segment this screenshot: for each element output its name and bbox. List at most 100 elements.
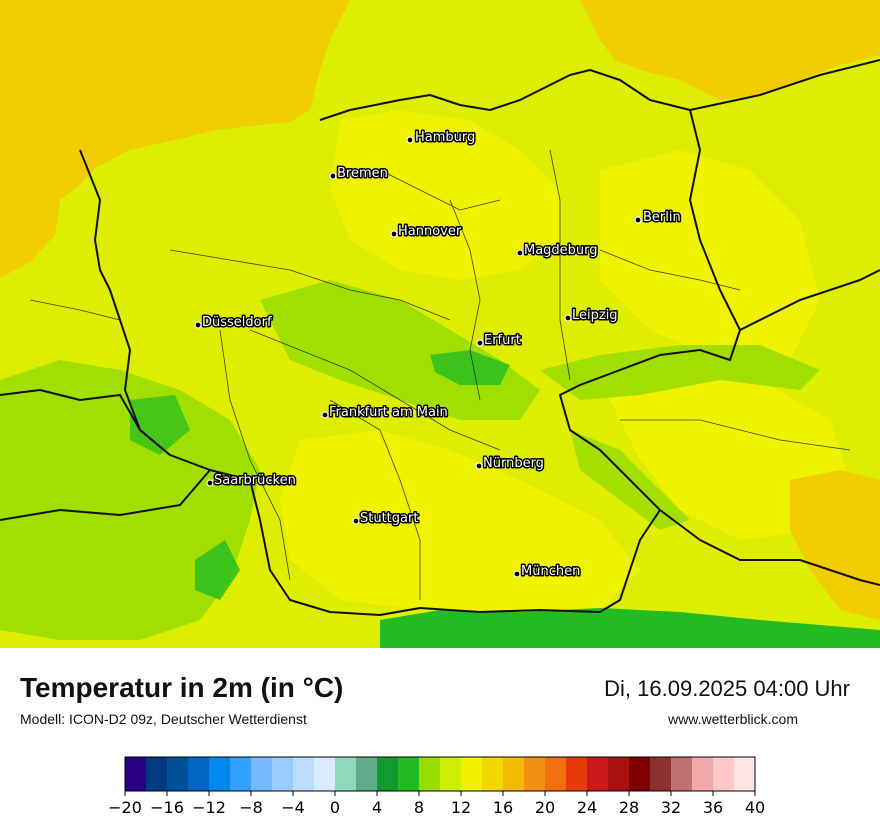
city-label: Frankfurt am Main xyxy=(329,405,448,420)
city-label: Berlin xyxy=(643,210,681,225)
city-erfurt[interactable]: Erfurt xyxy=(476,332,522,350)
city-dot xyxy=(352,517,360,525)
city-bremen[interactable]: Bremen xyxy=(329,165,389,183)
city-label: Magdeburg xyxy=(524,243,598,258)
country-borders xyxy=(0,59,880,616)
darkgreen-zone-harz xyxy=(430,350,510,385)
legend-tick-label: −20 xyxy=(108,798,142,817)
legend-swatch xyxy=(482,757,504,791)
legend-swatch xyxy=(524,757,546,791)
legend-swatch xyxy=(146,757,168,791)
city-dot xyxy=(564,314,572,322)
legend-tick-label: −12 xyxy=(192,798,226,817)
legend-tick-label: −16 xyxy=(150,798,184,817)
legend-swatch xyxy=(692,757,714,791)
legend-swatch xyxy=(293,757,315,791)
legend-tick-label: −8 xyxy=(239,798,263,817)
legend-swatch xyxy=(734,757,756,791)
legend-swatch xyxy=(545,757,567,791)
city-hannover[interactable]: Hannover xyxy=(390,223,463,241)
legend-swatch xyxy=(209,757,231,791)
legend-swatch xyxy=(167,757,189,791)
legend-swatch xyxy=(125,757,147,791)
city-dot xyxy=(329,172,337,180)
city-hamburg[interactable]: Hamburg xyxy=(406,129,477,147)
legend-swatch xyxy=(671,757,693,791)
legend-swatch xyxy=(188,757,210,791)
darkgreen-zone-black-forest xyxy=(195,540,240,600)
legend-tick-label: 40 xyxy=(745,798,765,817)
city-dot xyxy=(634,216,642,224)
legend-swatch xyxy=(314,757,336,791)
legend-svg: −20 −16 −12 −8 −4 0 4 8 12 16 20 24 28 32 36 40 xyxy=(108,756,765,817)
city-label: Leipzig xyxy=(572,308,618,323)
green-zone-erzgebirge xyxy=(540,345,820,400)
legend-swatch xyxy=(713,757,735,791)
city-markers: Hamburg Bremen Berlin Hannover Magdeburg… xyxy=(194,129,682,581)
darkgreen-zone-eifel xyxy=(130,395,190,455)
color-legend: −20 −16 −12 −8 −4 0 4 8 12 16 20 24 28 32 36 40 xyxy=(0,748,880,828)
city-label: München xyxy=(521,564,580,579)
legend-swatch xyxy=(377,757,399,791)
legend-swatch xyxy=(587,757,609,791)
city-muenchen[interactable]: München xyxy=(513,563,582,581)
forecast-datetime: Di, 16.09.2025 04:00 Uhr xyxy=(604,676,850,701)
legend-swatch xyxy=(629,757,651,791)
city-label: Nürnberg xyxy=(483,456,544,471)
map-svg: Hamburg Bremen Berlin Hannover Magdeburg… xyxy=(0,0,880,648)
city-frankfurt[interactable]: Frankfurt am Main xyxy=(321,404,449,422)
city-label: Hannover xyxy=(398,224,462,239)
city-dot xyxy=(206,479,214,487)
legend-swatch xyxy=(251,757,273,791)
legend-tick-label: 16 xyxy=(493,798,513,817)
warm-zone-north xyxy=(330,110,560,280)
legend-swatch xyxy=(272,757,294,791)
legend-tick-label: 28 xyxy=(619,798,639,817)
city-dot xyxy=(475,462,483,470)
legend-swatch xyxy=(440,757,462,791)
warm-zone-east xyxy=(600,150,820,360)
city-dot xyxy=(406,136,414,144)
city-leipzig[interactable]: Leipzig xyxy=(564,307,619,325)
city-dot xyxy=(194,321,202,329)
legend-swatch xyxy=(356,757,378,791)
legend-swatch xyxy=(230,757,252,791)
city-dot xyxy=(321,411,329,419)
legend-tick-label: 12 xyxy=(451,798,471,817)
city-label: Saarbrücken xyxy=(214,473,296,488)
city-dot xyxy=(476,339,484,347)
orange-zone-se xyxy=(790,470,880,620)
darkgreen-zone-alps xyxy=(380,608,880,648)
city-label: Stuttgart xyxy=(360,511,418,526)
legend-swatch xyxy=(335,757,357,791)
city-dot xyxy=(390,230,398,238)
legend-swatch xyxy=(566,757,588,791)
legend-swatch xyxy=(503,757,525,791)
website-link[interactable]: www.wetterblick.com xyxy=(668,711,798,727)
state-borders xyxy=(29,149,851,600)
map-title: Temperatur in 2m (in °C) xyxy=(20,672,344,703)
legend-tick-label: 36 xyxy=(703,798,723,817)
legend-tick-label: 8 xyxy=(414,798,424,817)
legend-tick-label: 32 xyxy=(661,798,681,817)
city-nuernberg[interactable]: Nürnberg xyxy=(475,455,545,473)
map-footer: Temperatur in 2m (in °C) Modell: ICON-D2… xyxy=(0,648,880,830)
city-saarbruecken[interactable]: Saarbrücken xyxy=(206,472,297,490)
warm-zone-south xyxy=(280,430,640,615)
legend-frame xyxy=(124,756,756,792)
city-label: Düsseldorf xyxy=(202,315,272,330)
model-info: Modell: ICON-D2 09z, Deutscher Wetterdie… xyxy=(20,711,307,727)
legend-tick-label: 0 xyxy=(330,798,340,817)
legend-swatch xyxy=(608,757,630,791)
city-berlin[interactable]: Berlin xyxy=(634,209,682,227)
city-dot xyxy=(516,249,524,257)
legend-tick-label: 24 xyxy=(577,798,597,817)
legend-swatch xyxy=(461,757,483,791)
legend-swatch xyxy=(398,757,420,791)
city-stuttgart[interactable]: Stuttgart xyxy=(352,510,420,528)
legend-swatch xyxy=(650,757,672,791)
city-label: Bremen xyxy=(337,166,388,181)
city-magdeburg[interactable]: Magdeburg xyxy=(516,242,599,260)
legend-color-bar xyxy=(125,757,756,791)
city-duesseldorf[interactable]: Düsseldorf xyxy=(194,314,273,332)
